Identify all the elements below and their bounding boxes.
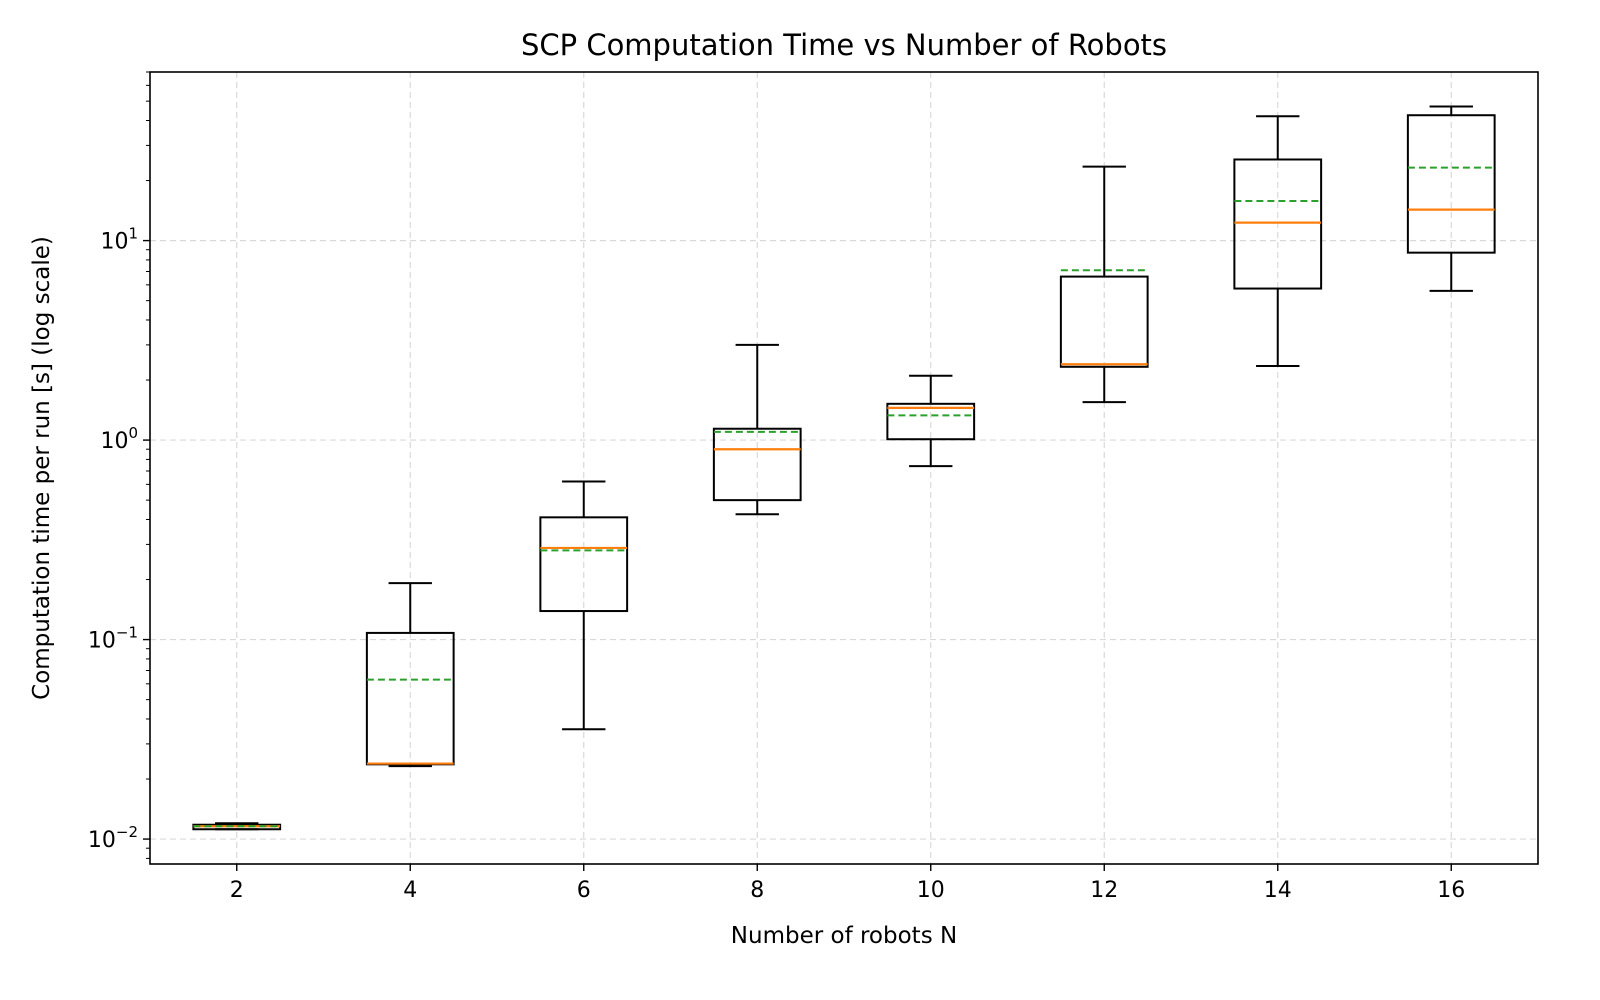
box-14 <box>1233 115 1323 368</box>
y-tick-label: 10−2 <box>88 823 138 853</box>
chart-title: SCP Computation Time vs Number of Robots <box>521 28 1167 62</box>
box-4 <box>365 582 455 768</box>
box-12 <box>1059 165 1149 404</box>
y-tick-label: 10−1 <box>88 624 138 654</box>
y-tick-label: 100 <box>100 424 138 454</box>
x-tick-label: 10 <box>917 878 945 903</box>
x-axis-ticks: 2 4 6 8 10 12 14 16 <box>230 864 1465 903</box>
box-iqr <box>886 402 976 441</box>
box-iqr <box>1406 114 1496 254</box>
x-tick-label: 16 <box>1437 878 1465 903</box>
box-iqr <box>1059 275 1149 368</box>
x-tick-label: 4 <box>403 878 417 903</box>
box-10 <box>886 374 976 468</box>
x-tick-label: 12 <box>1090 878 1118 903</box>
plot-frame <box>149 71 1539 865</box>
box-8 <box>712 343 802 516</box>
box-iqr <box>712 427 802 502</box>
x-tick-label: 2 <box>230 878 244 903</box>
box-6 <box>539 480 629 731</box>
x-axis-label: Number of robots N <box>731 923 957 949</box>
y-axis-ticks: 10−2 10−1 100 101 <box>88 71 150 859</box>
y-tick-label: 101 <box>100 225 138 255</box>
box-series <box>192 105 1496 831</box>
box-iqr <box>1233 158 1323 290</box>
box-iqr <box>539 516 629 613</box>
x-tick-label: 14 <box>1264 878 1292 903</box>
box-2 <box>192 822 282 831</box>
box-16 <box>1406 105 1496 292</box>
y-axis-label: Computation time per run [s] (log scale) <box>29 236 55 700</box>
x-tick-label: 6 <box>577 878 591 903</box>
x-tick-label: 8 <box>750 878 764 903</box>
grid-lines <box>150 72 1538 864</box>
